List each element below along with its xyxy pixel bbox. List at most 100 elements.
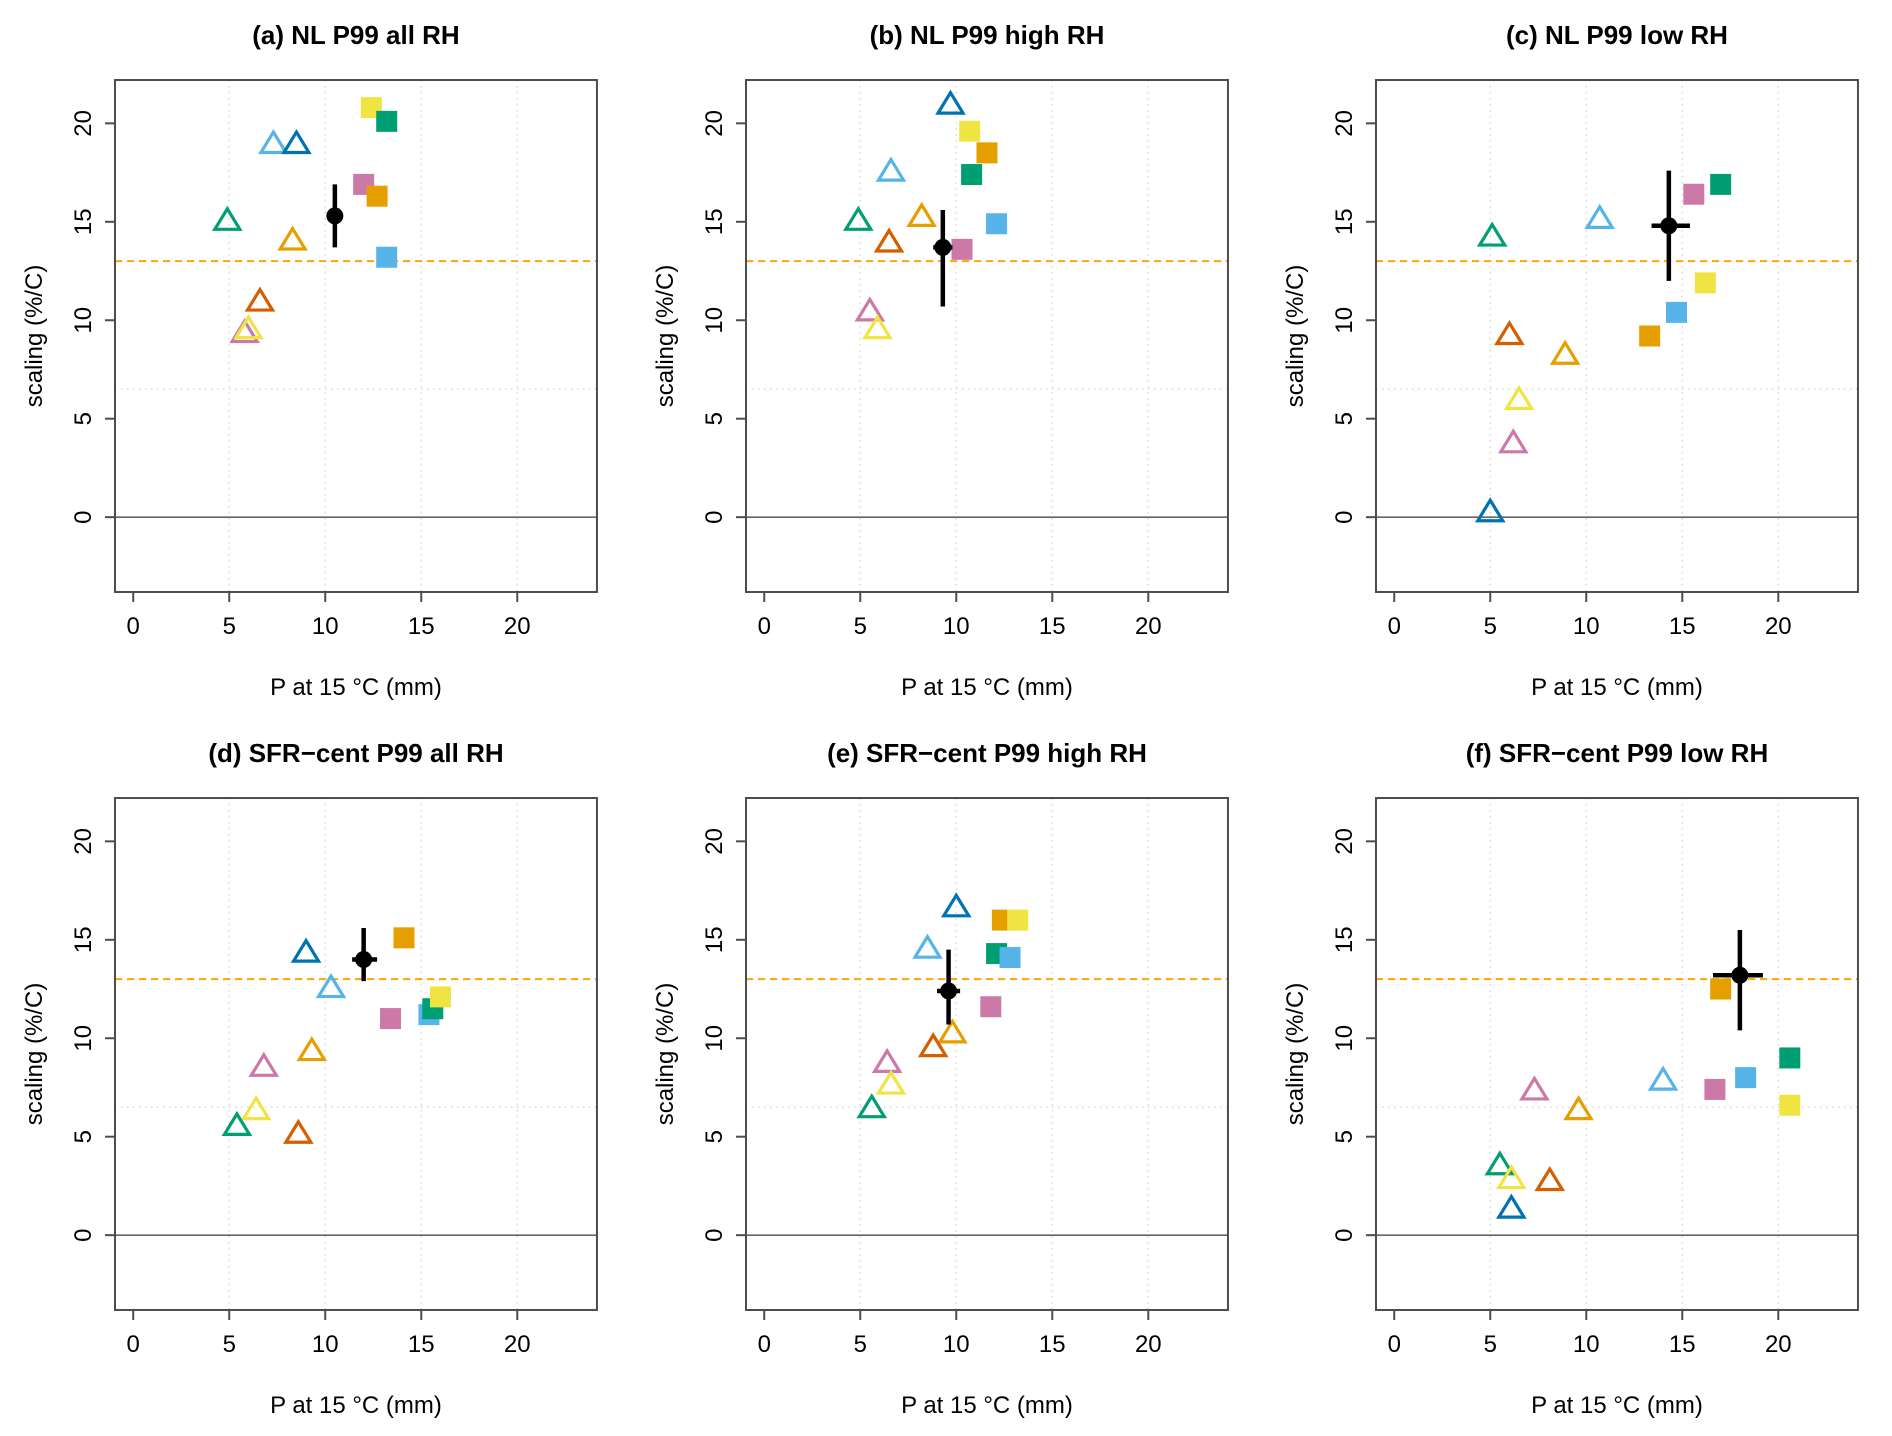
y-tick-label: 15: [701, 208, 728, 235]
x-tick-label: 5: [1484, 1331, 1497, 1358]
x-tick-label: 10: [312, 1331, 339, 1358]
x-tick-label: 5: [853, 613, 866, 640]
y-tick-label: 0: [70, 1228, 97, 1241]
triangle-vermillion-marker: [917, 1032, 949, 1058]
triangle-pink-marker: [1498, 428, 1529, 454]
square-skyblue-marker: [985, 213, 1007, 235]
plot-box: [1375, 797, 1860, 1311]
y-tick-label: 10: [1331, 1025, 1358, 1052]
y-tick-label: 0: [701, 1228, 728, 1241]
square-green-marker: [1779, 1047, 1801, 1069]
square-pink-marker: [951, 238, 973, 260]
triangle-pink-marker: [854, 296, 885, 322]
x-tick-label: 10: [943, 1331, 970, 1358]
square-skyblue-marker: [376, 246, 398, 268]
x-axis-label: P at 15 °C (mm): [901, 674, 1073, 701]
y-tick-label: 10: [701, 1025, 728, 1052]
x-tick-label: 0: [757, 613, 770, 640]
triangle-vermillion-marker: [873, 227, 905, 253]
y-tick-label: 5: [1331, 1130, 1358, 1143]
triangle-darkblue-marker: [1496, 1193, 1528, 1219]
y-axis-label: scaling (%/C): [1282, 265, 1309, 408]
triangle-yellow-marker: [1504, 384, 1535, 411]
triangle-vermillion-marker: [283, 1118, 314, 1144]
square-green-marker: [376, 110, 398, 132]
panel-title: (e) SFR−cent P99 high RH: [827, 738, 1147, 768]
triangle-yellow-marker: [240, 1095, 272, 1121]
x-tick-label: 0: [1388, 613, 1401, 640]
x-axis-label: P at 15 °C (mm): [270, 1392, 442, 1419]
y-tick-label: 15: [701, 926, 728, 953]
square-yellow-marker: [1779, 1094, 1801, 1116]
plot-box: [744, 797, 1229, 1311]
square-green-marker: [960, 164, 982, 186]
scatter-plot-d: 0 5 10 15 20 0 5 10 15 20 P at 15 °C (mm) scaling (…: [21, 738, 598, 1419]
x-tick-label: 20: [1135, 1331, 1162, 1358]
y-tick-label: 5: [1331, 412, 1358, 425]
square-orange-marker: [1639, 325, 1661, 347]
square-pink-marker: [380, 1008, 402, 1030]
x-tick-label: 15: [408, 1331, 435, 1358]
y-tick-label: 10: [70, 307, 97, 334]
y-tick-label: 10: [701, 307, 728, 334]
y-tick-label: 20: [701, 110, 728, 137]
y-axis-label: scaling (%/C): [21, 265, 48, 408]
triangle-darkblue-marker: [290, 937, 322, 963]
square-orange-marker: [1710, 978, 1732, 1000]
ensemble-mean-marker: [355, 950, 373, 968]
triangle-yellow-marker: [233, 314, 264, 340]
y-tick-label: 10: [70, 1025, 97, 1052]
y-tick-label: 5: [70, 1130, 97, 1143]
y-axis-label: scaling (%/C): [652, 265, 679, 408]
triangle-orange-marker: [1563, 1095, 1595, 1121]
triangle-skyblue-marker: [1648, 1065, 1679, 1091]
triangle-vermillion-marker: [244, 286, 276, 312]
triangle-green-marker: [1484, 1150, 1516, 1176]
square-yellow-marker: [1695, 272, 1717, 294]
y-tick-label: 20: [70, 110, 97, 137]
y-axis-label: scaling (%/C): [1282, 983, 1309, 1126]
y-tick-label: 5: [701, 1130, 728, 1143]
x-tick-label: 0: [1388, 1331, 1401, 1358]
x-tick-label: 20: [1765, 613, 1792, 640]
square-skyblue-marker: [1666, 301, 1688, 323]
square-orange-marker: [393, 927, 415, 949]
triangle-vermillion-marker: [1494, 319, 1526, 346]
y-tick-label: 20: [1331, 110, 1358, 137]
x-axis-label: P at 15 °C (mm): [270, 674, 442, 701]
x-tick-label: 5: [853, 1331, 866, 1358]
triangle-skyblue-marker: [258, 128, 289, 155]
panel-title: (f) SFR−cent P99 low RH: [1466, 738, 1768, 768]
triangle-darkblue-marker: [940, 892, 972, 918]
triangle-pink-marker: [1519, 1075, 1551, 1101]
plot-box: [113, 797, 598, 1311]
x-tick-label: 0: [127, 613, 140, 640]
triangle-orange-marker: [906, 201, 937, 227]
triangle-green-marker: [211, 205, 243, 231]
triangle-green-marker: [221, 1110, 253, 1136]
triangle-orange-marker: [296, 1035, 328, 1062]
y-axis-label: scaling (%/C): [652, 983, 679, 1126]
x-tick-label: 10: [943, 613, 970, 640]
panel-a: 0 5 10 15 20 0 5 10 15 20 P at 15 °C (mm) scaling (…: [0, 0, 631, 718]
panel-title: (d) SFR−cent P99 all RH: [208, 738, 503, 768]
y-axis-label: scaling (%/C): [21, 983, 48, 1126]
x-tick-label: 5: [1484, 613, 1497, 640]
square-orange-marker: [976, 142, 998, 164]
square-green-marker: [1710, 173, 1732, 195]
triangle-skyblue-marker: [315, 972, 347, 999]
triangle-skyblue-marker: [875, 156, 906, 182]
square-skyblue-marker: [1735, 1067, 1757, 1089]
y-tick-label: 5: [70, 412, 97, 425]
square-pink-marker: [979, 996, 1001, 1018]
x-axis-label: P at 15 °C (mm): [1531, 674, 1703, 701]
y-tick-label: 20: [70, 828, 97, 855]
triangle-yellow-marker: [861, 314, 893, 340]
triangle-pink-marker: [248, 1051, 280, 1077]
x-axis-label: P at 15 °C (mm): [901, 1392, 1073, 1419]
ensemble-mean-marker: [1731, 966, 1749, 984]
x-tick-label: 5: [223, 1331, 236, 1358]
scatter-plot-b: 0 5 10 15 20 0 5 10 15 20 P at 15 °C (mm) scaling (…: [652, 20, 1229, 701]
x-tick-label: 10: [312, 613, 339, 640]
